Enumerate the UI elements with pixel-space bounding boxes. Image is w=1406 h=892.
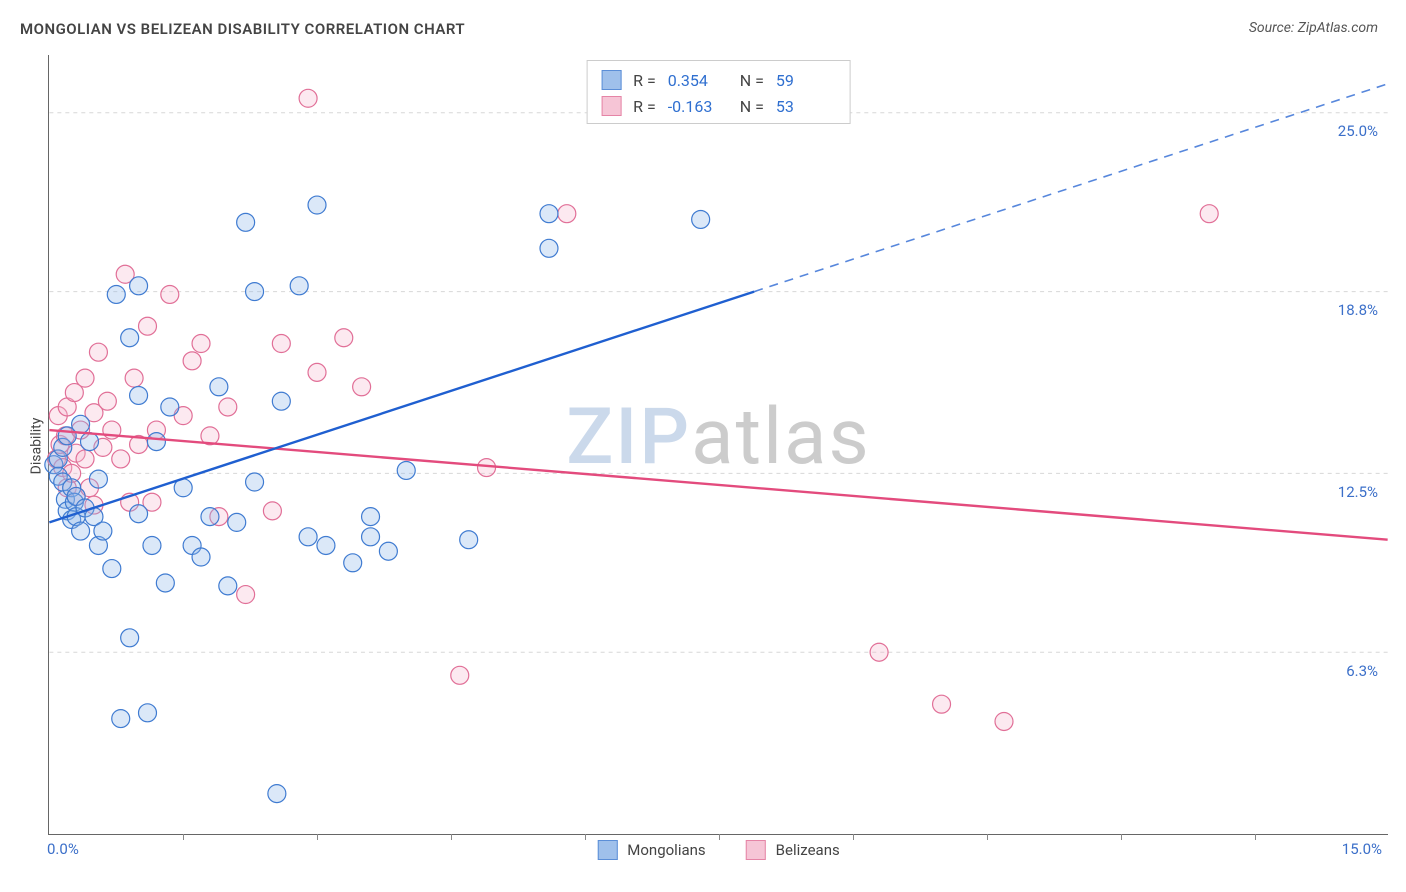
x-minor-tick	[853, 834, 854, 840]
x-minor-tick	[183, 834, 184, 840]
y-tick-label: 12.5%	[1338, 483, 1378, 501]
y-tick-label: 6.3%	[1346, 662, 1378, 680]
legend-item-belizeans: Belizeans	[746, 840, 840, 860]
y-tick-label: 25.0%	[1338, 122, 1378, 140]
x-minor-tick	[719, 834, 720, 840]
x-tick-0: 0.0%	[47, 840, 79, 858]
x-minor-tick	[1255, 834, 1256, 840]
swatch-mongolians	[601, 70, 621, 90]
source-label: Source: ZipAtlas.com	[1249, 20, 1378, 36]
x-minor-tick	[451, 834, 452, 840]
stats-legend-box: R = 0.354 N = 59 R = -0.163 N = 53	[586, 60, 851, 124]
x-minor-tick	[317, 834, 318, 840]
bottom-legend: Mongolians Belizeans	[597, 840, 839, 860]
n-value-belizeans: 53	[776, 97, 836, 116]
swatch-belizeans-2	[746, 840, 766, 860]
stats-row-belizeans: R = -0.163 N = 53	[601, 93, 836, 119]
chart-title: MONGOLIAN VS BELIZEAN DISABILITY CORRELA…	[20, 20, 465, 38]
x-tick-15: 15.0%	[1342, 840, 1382, 858]
n-label-2: N =	[740, 97, 764, 116]
plot-svg	[49, 55, 1388, 834]
r-value-belizeans: -0.163	[668, 97, 728, 116]
swatch-mongolians-2	[597, 840, 617, 860]
r-value-mongolians: 0.354	[668, 71, 728, 90]
swatch-belizeans	[601, 96, 621, 116]
legend-label-belizeans: Belizeans	[776, 841, 840, 859]
y-axis-label: Disability	[28, 418, 44, 475]
x-minor-tick	[987, 834, 988, 840]
plot-area: ZIPatlas R = 0.354 N = 59 R = -0.163 N =…	[48, 55, 1388, 835]
x-minor-tick	[585, 834, 586, 840]
n-value-mongolians: 59	[776, 71, 836, 90]
legend-label-mongolians: Mongolians	[627, 841, 705, 859]
stats-row-mongolians: R = 0.354 N = 59	[601, 67, 836, 93]
r-label: R =	[633, 71, 656, 90]
n-label: N =	[740, 71, 764, 90]
x-minor-tick	[1121, 834, 1122, 840]
y-tick-label: 18.8%	[1338, 301, 1378, 319]
r-label-2: R =	[633, 97, 656, 116]
legend-item-mongolians: Mongolians	[597, 840, 705, 860]
chart-container: MONGOLIAN VS BELIZEAN DISABILITY CORRELA…	[0, 0, 1406, 892]
